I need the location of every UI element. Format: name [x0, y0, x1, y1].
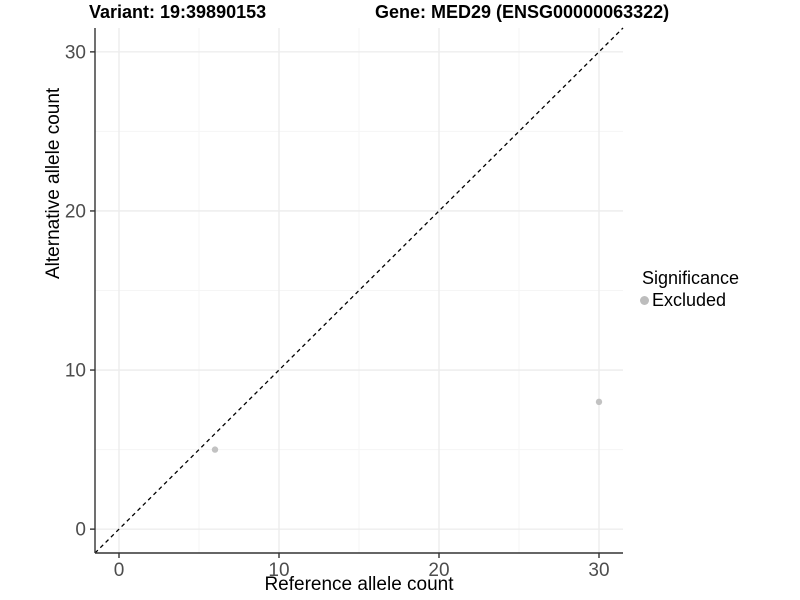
legend-key-dot-icon: [640, 296, 649, 305]
x-axis-label: Reference allele count: [264, 574, 454, 595]
legend: Significance Excluded: [640, 268, 739, 311]
data-point: [211, 446, 219, 453]
y-tick-label: 20: [65, 201, 86, 222]
y-tick-label: 0: [75, 520, 86, 541]
data-point: [595, 398, 603, 406]
x-tick-label: 10: [268, 560, 289, 581]
legend-item-label: Excluded: [652, 290, 727, 310]
plot-title-gene: Gene: MED29 (ENSG00000063322): [375, 2, 670, 22]
legend-item-excluded: Excluded: [640, 290, 739, 311]
legend-title: Significance: [642, 268, 740, 288]
y-tick-label: 30: [65, 42, 86, 63]
x-tick-label: 20: [428, 560, 449, 581]
x-tick-label: 30: [588, 560, 609, 581]
x-tick-label: 0: [114, 560, 125, 581]
y-tick-label: 10: [65, 361, 86, 382]
plot-title-variant: Variant: 19:39890153: [89, 2, 267, 22]
